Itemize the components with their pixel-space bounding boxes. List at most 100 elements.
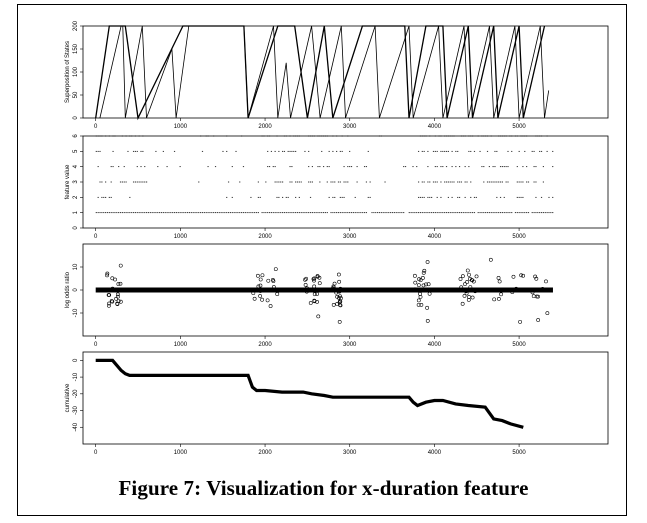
feature-point	[121, 181, 123, 183]
feature-point	[123, 166, 125, 168]
feature-point	[129, 212, 131, 214]
log-odds-point	[265, 298, 270, 303]
log-odds-point	[417, 277, 421, 282]
feature-point	[103, 196, 105, 198]
feature-point	[356, 166, 358, 168]
feature-point	[311, 166, 313, 168]
log-odds-point	[418, 292, 422, 296]
log-odds-point	[118, 281, 123, 286]
feature-point	[449, 212, 451, 214]
feature-point	[416, 166, 418, 168]
feature-point	[276, 181, 278, 183]
feature-point	[404, 166, 407, 168]
feature-point	[283, 135, 286, 137]
feature-point	[458, 196, 461, 198]
feature-point	[112, 212, 114, 214]
feature-point	[101, 135, 103, 137]
log-odds-point	[270, 277, 275, 282]
feature-point	[257, 212, 259, 214]
feature-point	[451, 212, 453, 214]
feature-point	[298, 212, 300, 214]
feature-point	[134, 150, 137, 152]
feature-point	[300, 212, 302, 214]
feature-point	[146, 212, 148, 214]
feature-point	[110, 166, 112, 168]
feature-point	[142, 212, 144, 214]
feature-point	[552, 212, 554, 214]
feature-point	[112, 135, 114, 137]
log-odds-point	[466, 297, 471, 302]
feature-point	[280, 212, 282, 214]
log-odds-point	[425, 260, 430, 264]
feature-point	[466, 181, 468, 183]
log-odds-point	[536, 318, 541, 322]
feature-point	[358, 212, 360, 214]
feature-point	[477, 135, 479, 137]
log-odds-point	[275, 292, 280, 296]
feature-point	[447, 135, 449, 137]
feature-point	[252, 212, 254, 214]
y-axis-label: cumulative	[65, 383, 71, 412]
feature-point	[106, 212, 109, 214]
feature-point	[319, 181, 321, 183]
feature-point	[540, 135, 543, 137]
feature-point	[319, 212, 321, 214]
feature-point	[499, 166, 502, 168]
feature-point	[423, 150, 425, 152]
feature-point	[386, 212, 388, 214]
feature-point	[362, 212, 364, 214]
feature-point	[533, 150, 535, 152]
feature-point	[296, 181, 299, 183]
feature-point	[548, 196, 550, 198]
feature-point	[134, 212, 137, 214]
feature-point	[494, 181, 496, 183]
x-tick-label: 4000	[428, 124, 442, 130]
feature-point	[436, 196, 438, 198]
feature-point	[390, 212, 392, 214]
feature-point	[114, 135, 116, 137]
log-odds-point	[256, 273, 260, 278]
feature-point	[434, 150, 436, 152]
feature-point	[108, 212, 110, 214]
log-odds-point	[463, 282, 467, 287]
feature-point	[419, 196, 422, 198]
feature-point	[516, 166, 518, 168]
feature-point	[468, 212, 470, 214]
feature-point	[322, 135, 325, 137]
feature-point	[354, 196, 356, 198]
feature-point	[438, 135, 440, 137]
feature-point	[520, 181, 522, 183]
feature-point	[524, 135, 526, 137]
log-odds-point	[338, 303, 343, 308]
feature-point	[499, 196, 502, 198]
feature-point	[289, 212, 291, 214]
feature-point	[140, 166, 142, 168]
feature-point	[291, 150, 293, 152]
feature-point	[205, 212, 207, 214]
feature-point	[535, 181, 537, 183]
feature-point	[144, 166, 146, 168]
feature-point	[527, 181, 530, 183]
feature-point	[516, 196, 518, 198]
feature-point	[332, 150, 334, 152]
feature-point	[121, 212, 123, 214]
log-odds-point	[492, 297, 497, 302]
feature-point	[226, 196, 228, 198]
feature-point	[241, 135, 243, 137]
feature-point	[213, 135, 215, 137]
feature-point	[324, 212, 327, 214]
feature-point	[207, 135, 209, 137]
feature-point	[367, 196, 369, 198]
feature-point	[434, 181, 436, 183]
feature-point	[486, 181, 489, 183]
feature-point	[317, 166, 319, 168]
log-odds-point	[460, 274, 465, 279]
feature-point	[458, 212, 461, 214]
feature-point	[522, 181, 524, 183]
log-odds-point	[317, 275, 322, 280]
feature-point	[496, 181, 498, 183]
feature-point	[293, 150, 295, 152]
feature-point	[330, 212, 332, 214]
feature-point	[173, 150, 176, 152]
feature-point	[535, 212, 537, 214]
